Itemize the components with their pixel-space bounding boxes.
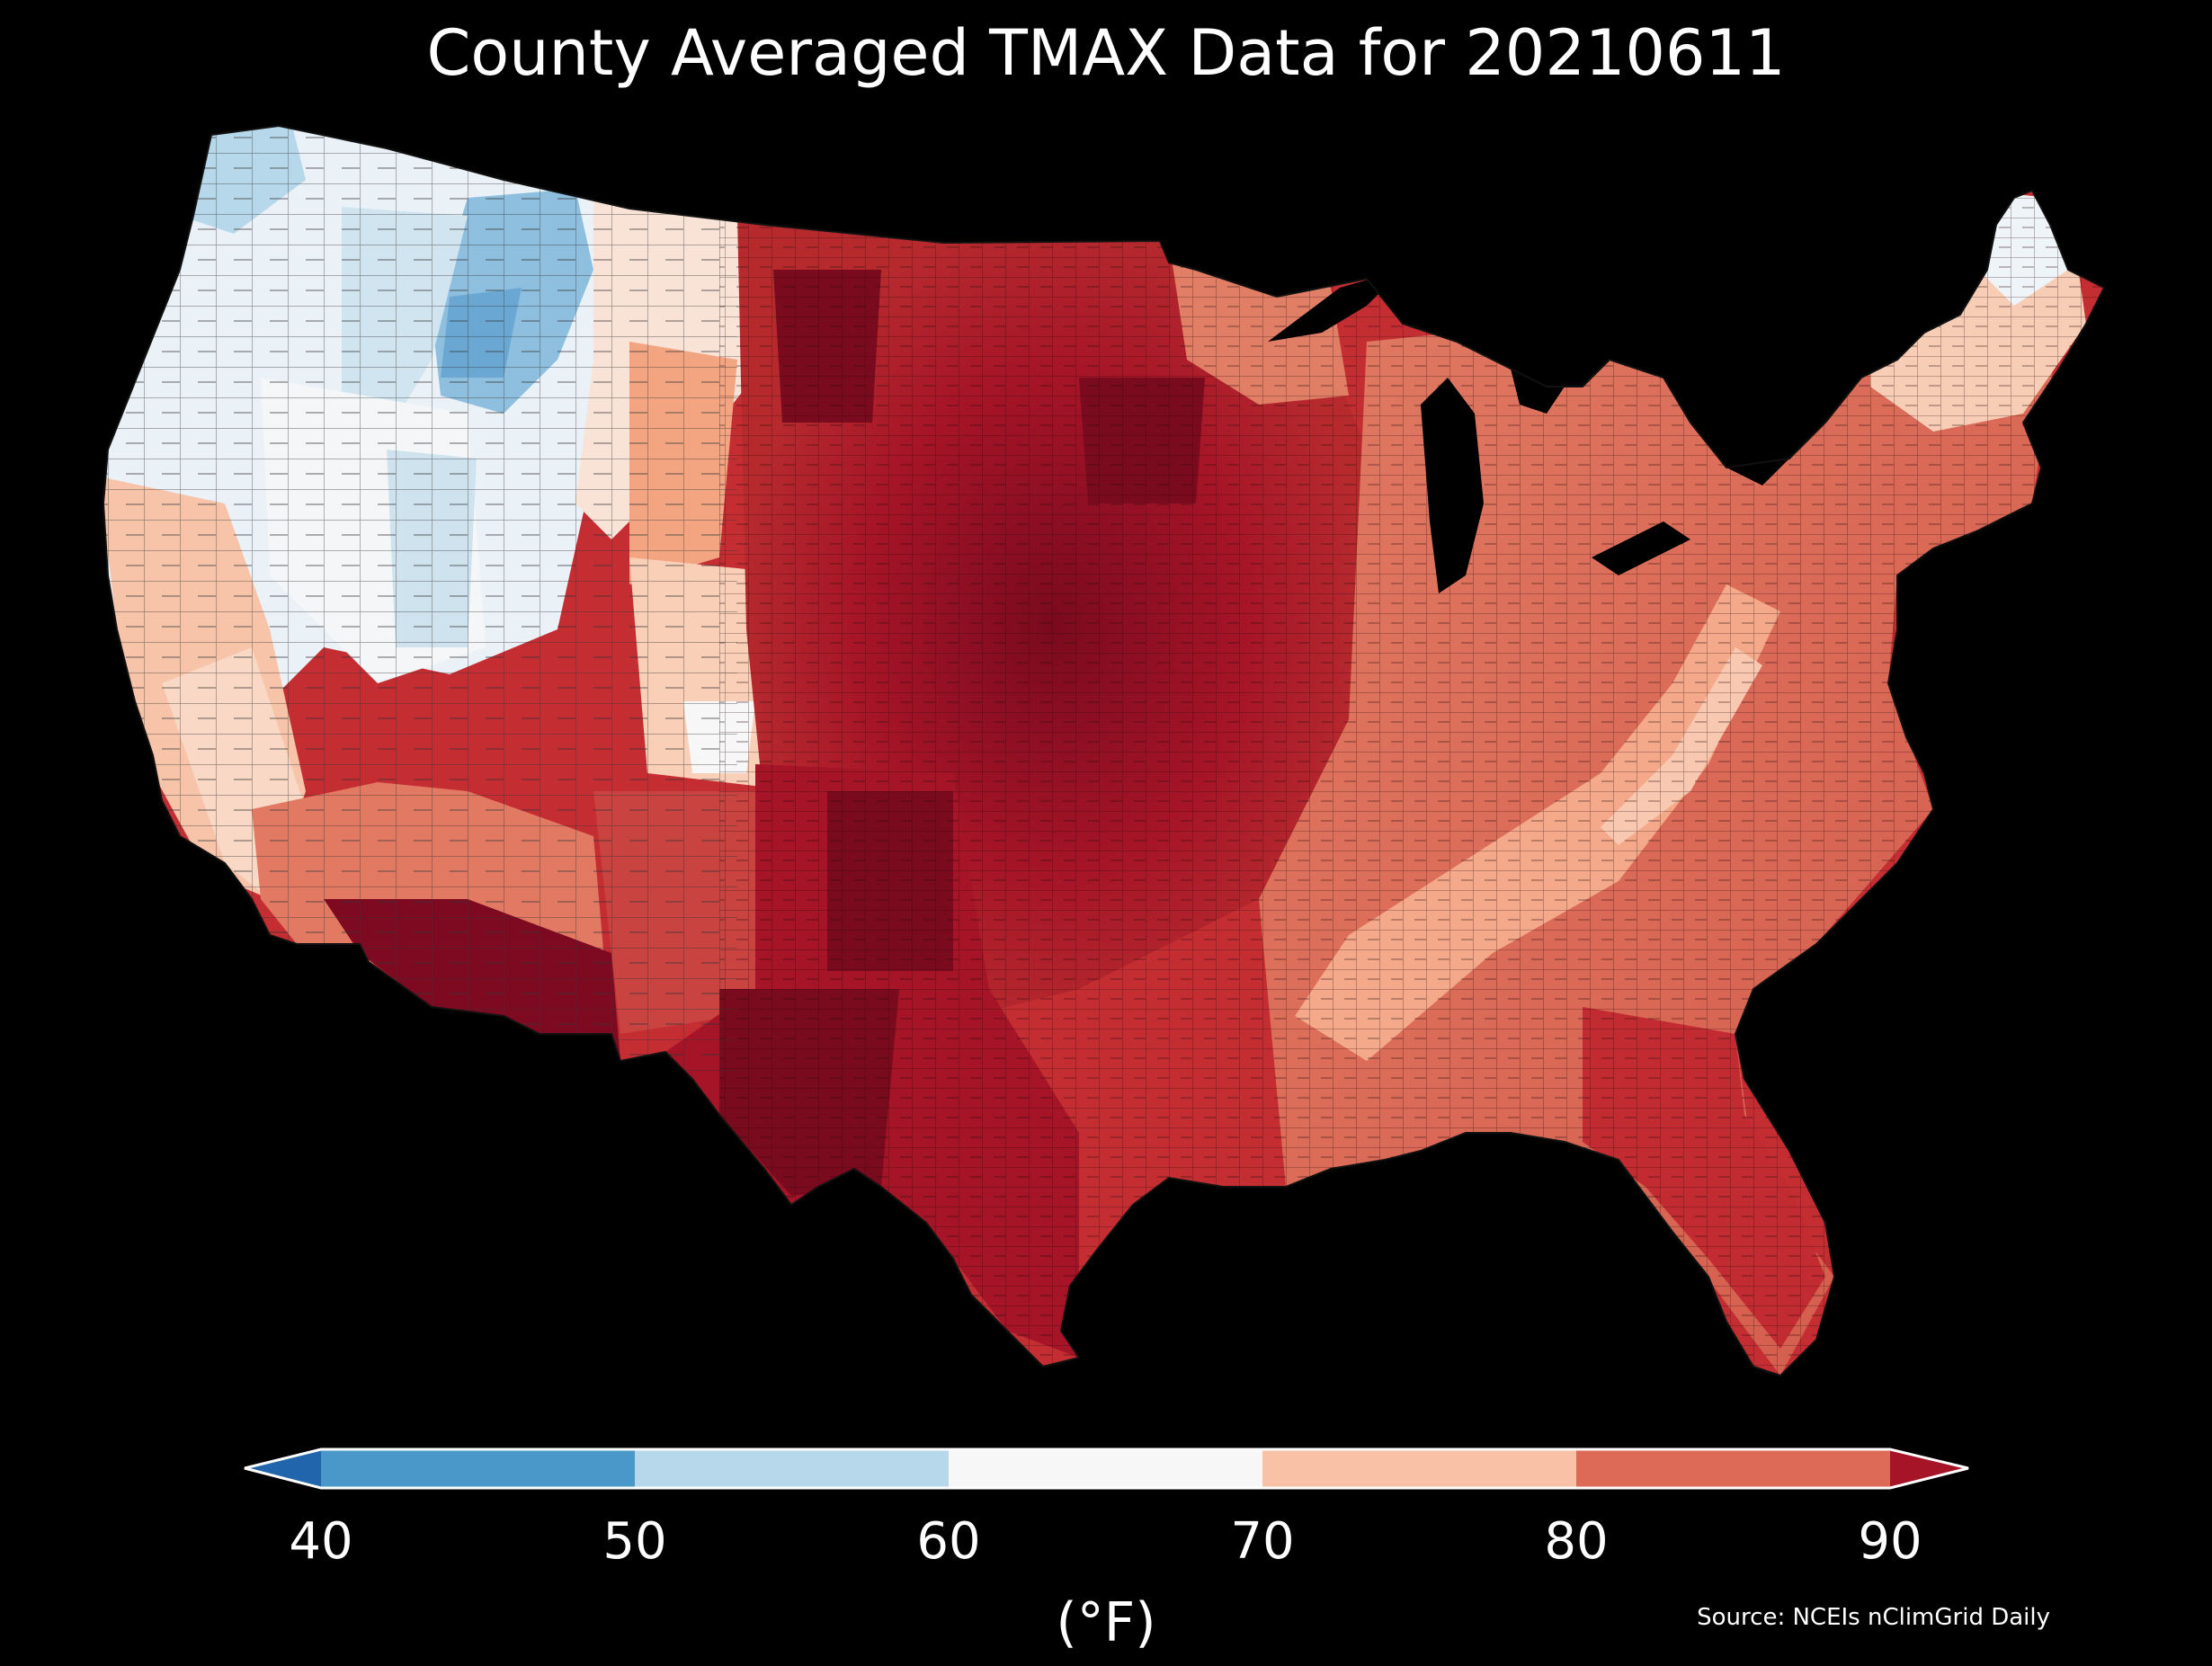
source-credit: Source: NCEIs nClimGrid Daily [1697,1604,2050,1631]
us-outline [102,124,2106,1377]
colorbar-extend-high [1890,1449,1968,1488]
colorbar-bin [321,1449,636,1488]
colorbar-tick-label: 50 [602,1512,667,1571]
map-title: County Averaged TMAX Data for 20210611 [426,16,1786,90]
colorbar-unit-label: (°F) [1056,1591,1156,1654]
colorbar-bin [1576,1449,1891,1488]
colorbar-bin [1262,1449,1577,1488]
colorbar-tick-label: 60 [916,1512,981,1571]
colorbar-bin [635,1449,950,1488]
colorbar-outline [244,1448,1969,1490]
colorbar-bin [949,1449,1263,1488]
colorbar-tick-label: 90 [1858,1512,1922,1571]
great-lakes [1268,270,1789,593]
colorbar-tick-label: 40 [289,1512,353,1571]
colorbar-tick-label: 80 [1544,1512,1609,1571]
colorbar-tick-label: 70 [1230,1512,1295,1571]
colorbar-extend-low [245,1449,321,1488]
